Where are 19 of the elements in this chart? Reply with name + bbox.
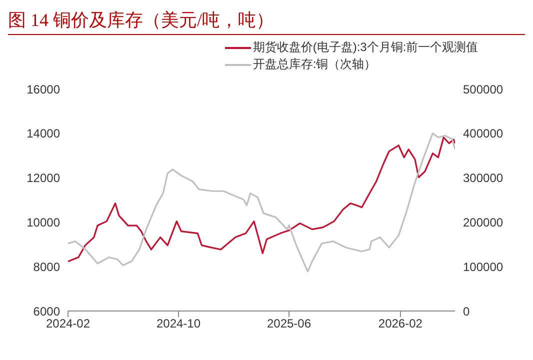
- y2-tick-label: 0: [463, 304, 470, 318]
- y-tick-label: 12000: [26, 171, 60, 186]
- x-tick-label: 2025-06: [266, 316, 312, 331]
- x-tick-label: 2024-10: [156, 316, 201, 331]
- y2-tick-label: 100000: [463, 260, 504, 274]
- x-tick-label: 2024-02: [46, 316, 90, 331]
- legend-label: 期货收盘价(电子盘):3个月铜:前一个观测值: [252, 39, 478, 56]
- y2-tick-label: 200000: [463, 215, 504, 230]
- y-tick-label: 14000: [26, 126, 60, 141]
- y-tick-label: 8000: [33, 260, 60, 274]
- y-tick-label: 16000: [26, 82, 60, 96]
- x-tick-label: 2026-02: [378, 316, 423, 331]
- y2-tick-label: 300000: [463, 171, 504, 186]
- y-tick-label: 6000: [33, 304, 60, 318]
- chart-title: 图 14 铜价及库存（美元/吨，吨）: [8, 8, 525, 35]
- legend-label: 开盘总库存:铜（次轴）: [252, 56, 376, 73]
- y2-tick-label: 400000: [463, 126, 504, 141]
- y-tick-label: 10000: [26, 215, 60, 230]
- y2-tick-label: 500000: [463, 82, 504, 96]
